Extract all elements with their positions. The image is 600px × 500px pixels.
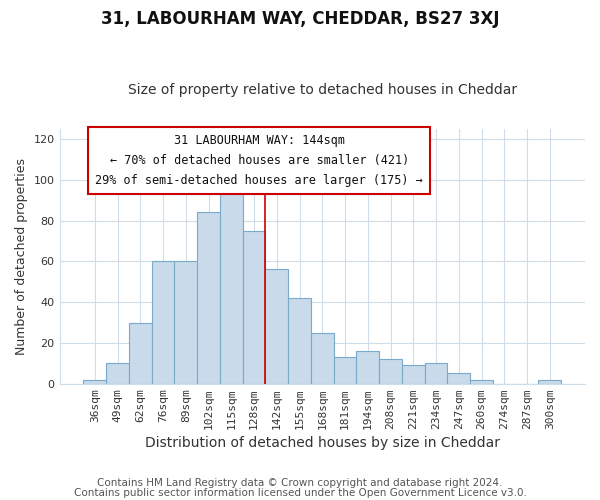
Bar: [425, 364, 448, 384]
Bar: [448, 374, 470, 384]
Text: Contains public sector information licensed under the Open Government Licence v3: Contains public sector information licen…: [74, 488, 526, 498]
Bar: [538, 380, 561, 384]
Bar: [220, 182, 242, 384]
Bar: [129, 322, 152, 384]
Bar: [356, 351, 379, 384]
Title: Size of property relative to detached houses in Cheddar: Size of property relative to detached ho…: [128, 83, 517, 97]
Bar: [152, 262, 175, 384]
Bar: [311, 332, 334, 384]
Bar: [106, 364, 129, 384]
Bar: [265, 270, 288, 384]
Bar: [83, 380, 106, 384]
Bar: [379, 359, 402, 384]
X-axis label: Distribution of detached houses by size in Cheddar: Distribution of detached houses by size …: [145, 436, 500, 450]
Bar: [288, 298, 311, 384]
Text: 31, LABOURHAM WAY, CHEDDAR, BS27 3XJ: 31, LABOURHAM WAY, CHEDDAR, BS27 3XJ: [101, 10, 499, 28]
Bar: [197, 212, 220, 384]
Bar: [175, 262, 197, 384]
Bar: [470, 380, 493, 384]
Bar: [334, 357, 356, 384]
Text: Contains HM Land Registry data © Crown copyright and database right 2024.: Contains HM Land Registry data © Crown c…: [97, 478, 503, 488]
Y-axis label: Number of detached properties: Number of detached properties: [15, 158, 28, 354]
Bar: [242, 230, 265, 384]
Bar: [402, 366, 425, 384]
Text: 31 LABOURHAM WAY: 144sqm
← 70% of detached houses are smaller (421)
29% of semi-: 31 LABOURHAM WAY: 144sqm ← 70% of detach…: [95, 134, 423, 187]
